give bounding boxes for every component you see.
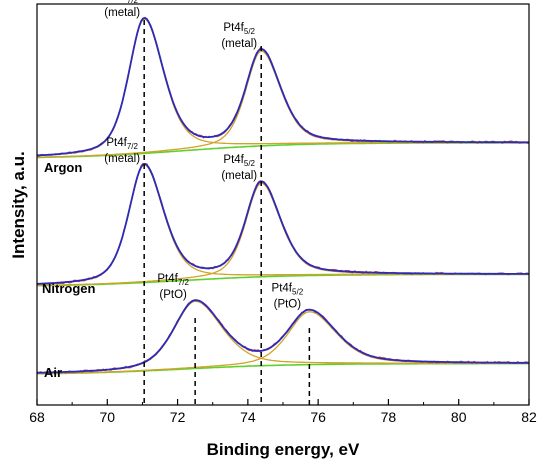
- peak-label-nitrogen-0: Pt4f7/2: [106, 137, 138, 151]
- peak-chem-argon-1: (metal): [221, 38, 257, 50]
- peak-label-nitrogen-1: Pt4f5/2: [223, 154, 255, 168]
- x-tick-label-82: 82: [521, 409, 537, 425]
- peak-chem-air-0: (PtO): [159, 289, 187, 301]
- fit-envelope-argon: [36, 17, 529, 157]
- x-tick-label-74: 74: [240, 409, 256, 425]
- sample-label-air: Air: [44, 365, 62, 380]
- peak-label-argon-0: Pt4f7/2: [106, 0, 138, 5]
- peak-label-air-0: Pt4f7/2: [157, 273, 189, 287]
- x-axis: 68 70 72 74 76 78 80 82: [29, 399, 537, 425]
- y-axis-title: Intensity, a.u.: [9, 151, 28, 258]
- fit-envelope-air: [36, 299, 529, 374]
- x-tick-label-80: 80: [451, 409, 467, 425]
- peak-chem-nitrogen-1: (metal): [221, 170, 257, 182]
- x-tick-label-72: 72: [170, 409, 186, 425]
- measured-spectrum-argon: [36, 16, 530, 158]
- x-axis-title: Binding energy, eV: [207, 440, 360, 459]
- plot-frame: [36, 3, 530, 406]
- peak-label-argon-1: Pt4f5/2: [223, 22, 255, 36]
- x-tick-label-76: 76: [310, 409, 326, 425]
- peak-chem-argon-0: (metal): [104, 7, 140, 19]
- sample-label-argon: Argon: [44, 160, 82, 175]
- x-tick-label-68: 68: [29, 409, 45, 425]
- component-peak-argon-0: [36, 18, 529, 157]
- plot-area: Argon Pt4f7/2 (metal) Pt4f5/2 (metal) Nitroge…: [36, 0, 530, 405]
- fit-envelope-nitrogen: [36, 163, 529, 285]
- sample-label-nitrogen: Nitrogen: [42, 281, 96, 296]
- peak-chem-nitrogen-0: (metal): [104, 153, 140, 165]
- x-tick-label-70: 70: [99, 409, 115, 425]
- peak-chem-air-1: (PtO): [274, 299, 302, 311]
- x-tick-label-78: 78: [381, 409, 397, 425]
- peak-label-air-1: Pt4f5/2: [272, 283, 304, 297]
- component-peak-nitrogen-1: [36, 182, 529, 287]
